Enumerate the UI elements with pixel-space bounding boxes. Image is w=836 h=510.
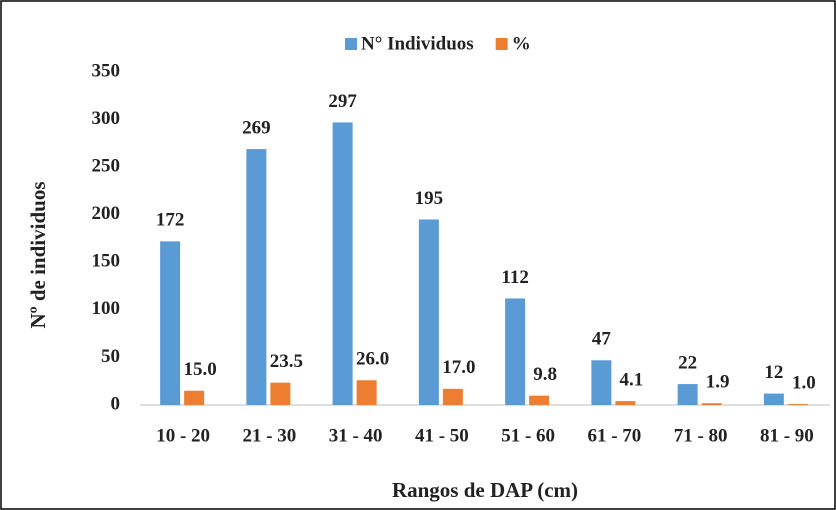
x-tick-label: 31 - 40: [329, 425, 383, 446]
y-tick-label: 300: [92, 108, 121, 129]
legend-label: %: [512, 33, 531, 54]
data-label: 47: [592, 329, 612, 350]
bar: [529, 395, 550, 405]
x-tick-label: 21 - 30: [242, 425, 296, 446]
x-tick-label: 10 - 20: [156, 425, 210, 446]
bar: [356, 380, 377, 405]
legend-swatch: [345, 38, 357, 50]
x-tick-label: 51 - 60: [501, 425, 555, 446]
y-tick-label: 50: [101, 346, 120, 367]
bar: [591, 360, 612, 405]
y-tick-label: 100: [92, 298, 121, 319]
data-label: 12: [764, 362, 783, 383]
bar: [677, 384, 698, 405]
bar: [418, 219, 439, 405]
x-tick-label: 81 - 90: [760, 425, 814, 446]
x-tick-label: 71 - 80: [674, 425, 728, 446]
bar: [615, 401, 636, 405]
data-label: 112: [501, 267, 528, 288]
y-tick-label: 250: [92, 156, 121, 177]
y-tick-label: 200: [92, 203, 121, 224]
y-tick-label: 0: [111, 393, 121, 414]
bar: [246, 149, 267, 405]
bar: [787, 404, 808, 405]
legend-swatch: [495, 38, 508, 50]
data-label: 23.5: [270, 351, 303, 372]
data-label: 1.9: [706, 372, 730, 393]
data-label: 15.0: [184, 359, 217, 380]
x-tick-label: 41 - 50: [415, 425, 469, 446]
bar: [270, 382, 291, 405]
data-label: 17.0: [442, 357, 475, 378]
bar: [184, 390, 205, 405]
y-tick-label: 150: [92, 251, 121, 272]
data-label: 1.0: [792, 372, 816, 393]
bar: [442, 388, 463, 405]
y-tick-label: 350: [92, 60, 121, 81]
data-label: 297: [328, 91, 357, 112]
x-tick-label: 61 - 70: [587, 425, 641, 446]
data-label: 269: [242, 117, 271, 138]
x-axis-label: Rangos de DAP (cm): [392, 478, 578, 502]
bar: [505, 298, 526, 405]
data-label: 172: [156, 210, 185, 231]
bar: [701, 403, 722, 405]
data-label: 4.1: [620, 369, 644, 390]
y-axis-label: Nº de individuos: [26, 182, 50, 329]
bar: [763, 393, 784, 405]
bar: [160, 241, 181, 405]
bar: [332, 122, 353, 405]
data-label: 195: [415, 188, 444, 209]
legend-label: N° Individuos: [361, 33, 474, 54]
data-label: 22: [678, 352, 697, 373]
data-label: 9.8: [533, 364, 557, 385]
data-label: 26.0: [356, 349, 389, 370]
